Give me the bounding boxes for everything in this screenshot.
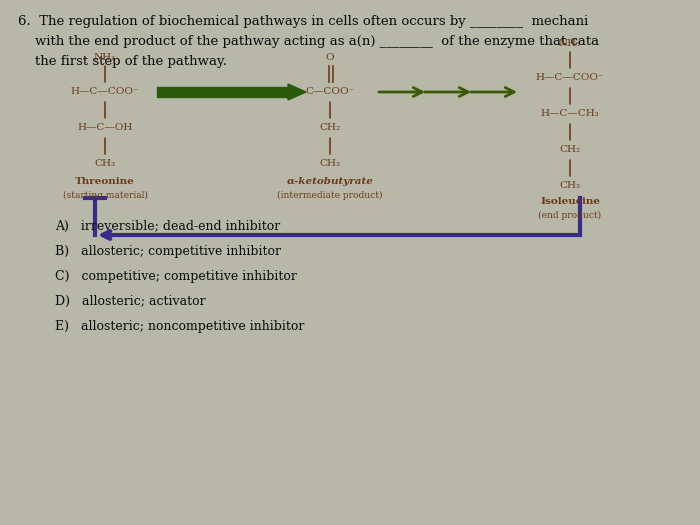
Text: C)   competitive; competitive inhibitor: C) competitive; competitive inhibitor — [55, 270, 297, 283]
Text: Isoleucine: Isoleucine — [540, 197, 600, 206]
Text: CH₂: CH₂ — [559, 145, 580, 154]
Text: 6.  The regulation of biochemical pathways in cells often occurs by ________  me: 6. The regulation of biochemical pathway… — [18, 15, 588, 28]
Text: NH₃: NH₃ — [94, 54, 116, 62]
Text: NH₃: NH₃ — [559, 39, 581, 48]
Text: O: O — [326, 54, 335, 62]
Text: (intermediate product): (intermediate product) — [277, 191, 383, 200]
Text: C—COO⁻: C—COO⁻ — [305, 88, 355, 97]
Text: CH₃: CH₃ — [319, 160, 340, 169]
Text: H—C—CH₃: H—C—CH₃ — [540, 110, 599, 119]
Text: H—C—COO⁻: H—C—COO⁻ — [536, 74, 604, 82]
Text: the first step of the pathway.: the first step of the pathway. — [18, 55, 227, 68]
Text: with the end product of the pathway acting as a(n) ________  of the enzyme that : with the end product of the pathway acti… — [18, 35, 599, 48]
Polygon shape — [288, 84, 306, 100]
Text: H—C—OH: H—C—OH — [77, 123, 133, 132]
Text: B)   allosteric; competitive inhibitor: B) allosteric; competitive inhibitor — [55, 245, 281, 258]
Text: H—C—COO⁻: H—C—COO⁻ — [71, 88, 139, 97]
Text: (end product): (end product) — [538, 211, 601, 219]
Text: A)   irreversible; dead-end inhibitor: A) irreversible; dead-end inhibitor — [55, 220, 280, 233]
Text: CH₂: CH₂ — [319, 123, 341, 132]
Text: CH₃: CH₃ — [94, 160, 116, 169]
Text: E)   allosteric; noncompetitive inhibitor: E) allosteric; noncompetitive inhibitor — [55, 320, 304, 333]
Text: α-ketobutyrate: α-ketobutyrate — [286, 177, 373, 186]
Text: (starting material): (starting material) — [62, 191, 148, 200]
Text: CH₃: CH₃ — [559, 182, 580, 191]
Text: Threonine: Threonine — [75, 177, 135, 186]
Text: D)   allosteric; activator: D) allosteric; activator — [55, 295, 206, 308]
